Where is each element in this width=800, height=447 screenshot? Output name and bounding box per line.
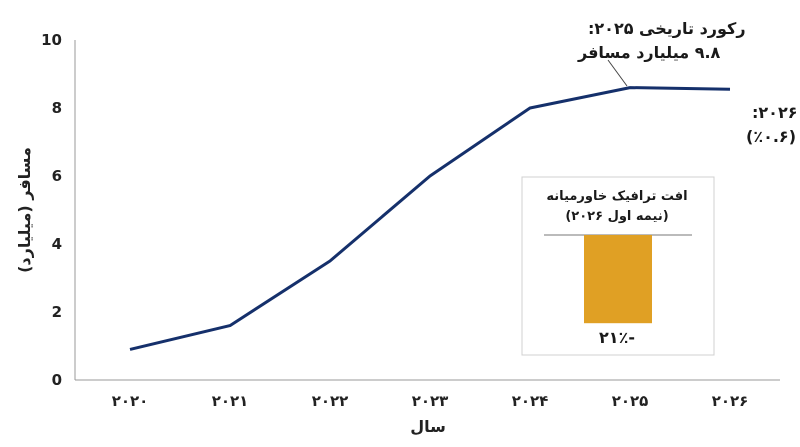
x-tick-labels: ۲۰۲۰ ۲۰۲۱ ۲۰۲۲ ۲۰۲۳ ۲۰۲۴ ۲۰۲۵ ۲۰۲۶: [112, 392, 749, 410]
x-axis-label: سال: [410, 417, 446, 436]
inset-chart: افت ترافیک خاورمیانه (نیمه اول ۲۰۲۶) -۲۱…: [521, 176, 715, 356]
y-tick-label: 6: [52, 167, 62, 185]
inset-value-label: -۲۱٪: [599, 328, 635, 347]
y-axis-label: مسافر (میلیارد): [15, 147, 34, 273]
inset-title-line-1: افت ترافیک خاورمیانه: [546, 189, 687, 204]
y-tick-label: 0: [52, 371, 62, 389]
inset-title-line-2: (نیمه اول ۲۰۲۶): [565, 209, 668, 224]
annotation-h1-line-2: توقف رشد (۰.۶٪): [746, 127, 800, 146]
y-tick-label: 2: [52, 303, 62, 321]
x-tick-label: ۲۰۲۶: [712, 392, 749, 410]
annotation-record-leader: [607, 59, 628, 87]
annotation-record-line-2: ۹.۸ میلیارد مسافر: [577, 43, 721, 62]
annotation-h1-line-1: نیمه اول ۲۰۲۶:: [752, 103, 800, 122]
x-tick-label: ۲۰۲۵: [612, 392, 649, 410]
series-lines: [129, 86, 731, 351]
x-tick-label: ۲۰۲۱: [212, 392, 249, 410]
y-tick-label: 10: [41, 31, 62, 49]
annotation-h1-2026: نیمه اول ۲۰۲۶: توقف رشد (۰.۶٪): [746, 103, 800, 146]
annotation-record-line-1: رکورد تاریخی ۲۰۲۵:: [588, 19, 746, 38]
inset-bar: [584, 235, 652, 324]
annotation-record-2025: رکورد تاریخی ۲۰۲۵: ۹.۸ میلیارد مسافر: [577, 19, 746, 87]
y-tick-labels: 0 2 4 6 8 10: [41, 31, 62, 389]
x-tick-label: ۲۰۲۲: [312, 392, 349, 410]
series-line: [129, 86, 731, 351]
x-tick-label: ۲۰۲۴: [512, 392, 549, 410]
y-tick-label: 8: [52, 99, 62, 117]
x-tick-label: ۲۰۲۰: [112, 392, 149, 410]
y-tick-label: 4: [52, 235, 62, 253]
x-tick-label: ۲۰۲۳: [412, 392, 449, 410]
